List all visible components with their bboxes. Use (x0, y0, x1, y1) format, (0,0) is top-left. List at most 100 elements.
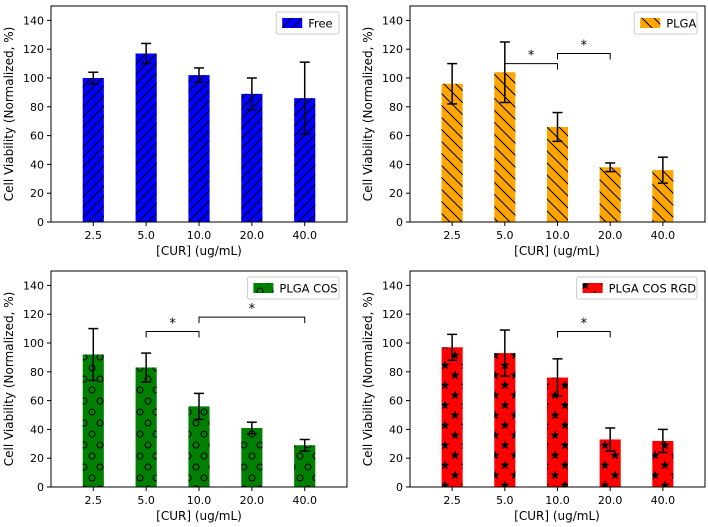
x-tick-label: 20.0 (240, 494, 265, 507)
x-tick-label: 5.0 (137, 229, 155, 242)
y-tick-label: 80 (389, 366, 403, 379)
y-tick-label: 120 (382, 308, 403, 321)
bar-hatch (135, 53, 157, 222)
y-tick-label: 120 (23, 43, 44, 56)
bar-hatch (599, 167, 621, 222)
y-axis-label: Cell Viability (Normalized, %) (2, 292, 16, 467)
significance-label: * (581, 39, 588, 54)
y-tick-label: 120 (382, 43, 403, 56)
plot-frame (50, 5, 348, 223)
x-tick-label: 10.0 (545, 229, 570, 242)
y-tick-label: 60 (30, 130, 44, 143)
bar-hatch (494, 353, 516, 487)
x-tick-label: 5.0 (137, 494, 155, 507)
bar-hatch (188, 406, 210, 487)
bar-hatch (241, 427, 263, 487)
y-tick-label: 100 (23, 337, 44, 350)
significance-bracket (557, 330, 611, 338)
y-tick-label: 40 (389, 423, 403, 436)
y-tick-label: 20 (30, 452, 44, 465)
significance-bracket (557, 53, 611, 60)
bar-hatch (652, 440, 674, 487)
legend-swatch-hatch (282, 18, 303, 28)
y-tick-label: 140 (382, 279, 403, 292)
legend-label: PLGA (666, 17, 696, 31)
y-tick-label: 0 (396, 216, 403, 229)
x-axis-label: [CUR] (ug/mL) (514, 509, 600, 523)
x-tick-label: 2.5 (85, 229, 103, 242)
bar-hatch (294, 445, 316, 487)
chart-panel-plga-cos-rgd: Cell Viability (Normalized, %) [CUR] (ug… (361, 270, 706, 523)
significance-bracket (145, 330, 200, 338)
bar-hatch (241, 93, 263, 222)
x-tick-label: 10.0 (545, 494, 570, 507)
chart-panel-plga: Cell Viability (Normalized, %) [CUR] (ug… (361, 5, 706, 258)
legend-label: Free (308, 17, 332, 31)
significance-bracket (504, 63, 558, 70)
significance-label: * (249, 302, 256, 317)
y-tick-label: 120 (23, 308, 44, 321)
x-axis-label: [CUR] (ug/mL) (156, 244, 242, 258)
bar-hatch (546, 126, 569, 222)
bar-hatch (82, 354, 104, 487)
y-tick-label: 80 (389, 101, 403, 114)
significance-label: * (528, 49, 535, 64)
y-tick-label: 140 (382, 14, 403, 27)
bar-hatch (441, 347, 463, 487)
y-tick-label: 0 (396, 481, 403, 494)
x-tick-label: 20.0 (598, 229, 623, 242)
bar-hatch (441, 83, 463, 222)
y-tick-label: 60 (389, 130, 403, 143)
chart-panel-plga-cos: Cell Viability (Normalized, %) [CUR] (ug… (2, 270, 348, 523)
x-tick-label: 10.0 (187, 494, 212, 507)
x-tick-label: 10.0 (187, 229, 212, 242)
y-tick-label: 20 (389, 452, 403, 465)
y-tick-label: 100 (382, 337, 403, 350)
legend-box (246, 276, 340, 300)
y-axis-label: Cell Viability (Normalized, %) (361, 27, 375, 202)
legend-label: PLGA COS RGD (609, 282, 697, 296)
x-tick-label: 2.5 (443, 494, 461, 507)
x-tick-label: 5.0 (496, 229, 514, 242)
x-axis-label: [CUR] (ug/mL) (514, 244, 600, 258)
x-tick-label: 5.0 (496, 494, 514, 507)
y-tick-label: 60 (389, 395, 403, 408)
significance-bracket (198, 316, 306, 324)
y-tick-label: 20 (30, 187, 44, 200)
significance-label: * (169, 316, 176, 331)
bar-hatch (188, 75, 210, 223)
legend-box (633, 11, 698, 35)
plot-frame (409, 5, 706, 223)
y-tick-label: 0 (37, 216, 44, 229)
legend-box (576, 276, 698, 300)
x-tick-label: 40.0 (651, 229, 676, 242)
y-axis-label: Cell Viability (Normalized, %) (361, 292, 375, 467)
x-tick-label: 40.0 (292, 494, 317, 507)
y-tick-label: 140 (23, 14, 44, 27)
x-tick-label: 40.0 (651, 494, 676, 507)
y-tick-label: 80 (30, 101, 44, 114)
y-tick-label: 100 (23, 72, 44, 85)
y-tick-label: 40 (30, 423, 44, 436)
x-tick-label: 20.0 (240, 229, 265, 242)
y-tick-label: 60 (30, 395, 44, 408)
legend-box (275, 11, 340, 35)
y-tick-label: 140 (23, 279, 44, 292)
bar-hatch (135, 367, 157, 487)
x-tick-label: 2.5 (85, 494, 103, 507)
bar-hatch (82, 78, 104, 222)
chart-panel-free: Cell Viability (Normalized, %) [CUR] (ug… (2, 5, 348, 258)
x-axis-label: [CUR] (ug/mL) (156, 509, 242, 523)
y-tick-label: 40 (30, 158, 44, 171)
legend-label: PLGA COS (279, 282, 337, 296)
y-tick-label: 0 (37, 481, 44, 494)
y-tick-label: 80 (30, 366, 44, 379)
x-tick-label: 40.0 (292, 229, 317, 242)
bar-hatch (494, 72, 516, 223)
x-tick-label: 20.0 (598, 494, 623, 507)
y-tick-label: 20 (389, 187, 403, 200)
bar-hatch (294, 98, 316, 222)
legend-swatch-hatch (582, 283, 603, 293)
y-tick-label: 100 (382, 72, 403, 85)
